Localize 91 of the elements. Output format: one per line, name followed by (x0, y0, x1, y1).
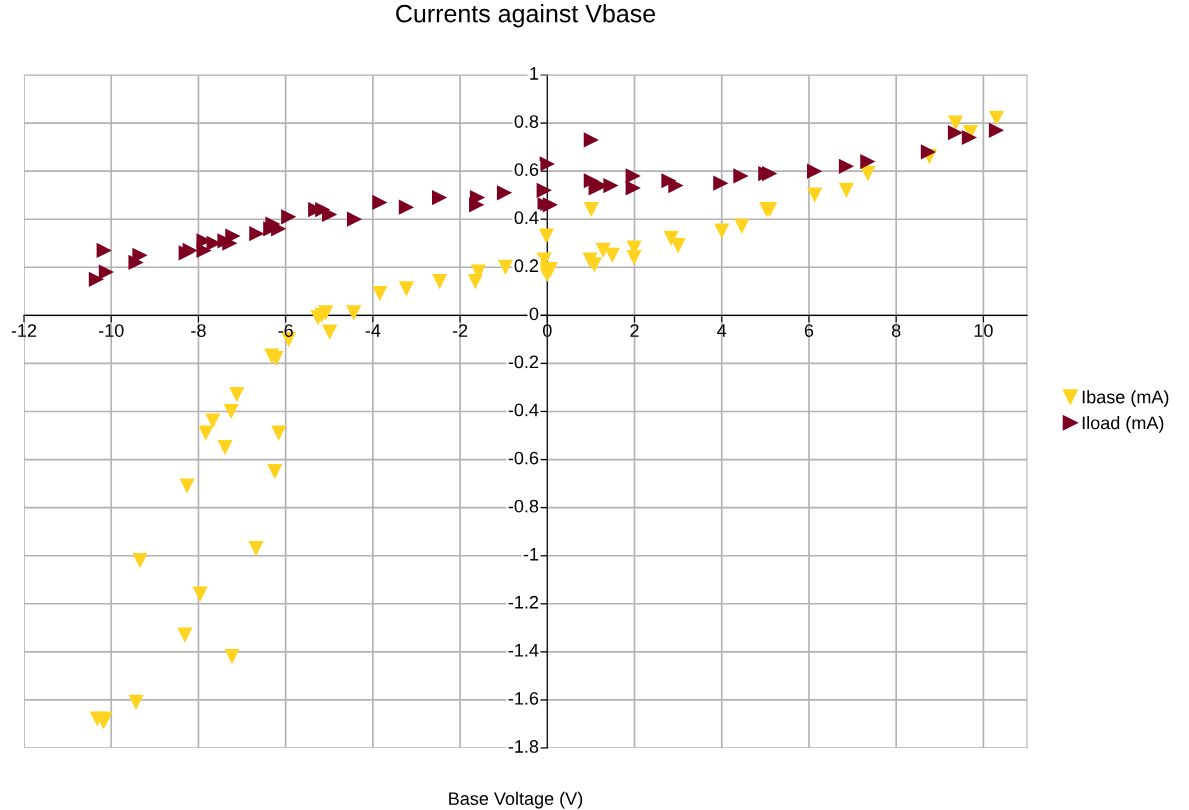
point (542, 197, 558, 213)
point (179, 478, 195, 494)
legend-label: Ibase (mA) (1082, 390, 1169, 407)
y-tick-label: 0.8 (514, 115, 539, 128)
point (398, 281, 415, 297)
point (98, 264, 115, 280)
point (96, 242, 112, 259)
point (223, 403, 239, 420)
y-tick-label: 0.2 (514, 259, 539, 273)
legend-label: Iload (mA) (1082, 416, 1164, 433)
y-tick-label: 0.6 (514, 163, 539, 176)
point (807, 187, 823, 203)
point (177, 627, 193, 643)
point (860, 165, 876, 182)
point (713, 175, 729, 191)
point (322, 324, 338, 340)
x-tick-label: -4 (365, 324, 381, 337)
point (595, 242, 611, 259)
point (182, 242, 198, 259)
point (281, 209, 297, 225)
point (249, 226, 265, 242)
point (192, 586, 208, 602)
point (431, 274, 448, 290)
x-tick-label: 8 (891, 324, 901, 337)
point (539, 156, 555, 172)
point (132, 552, 148, 569)
y-tick-label: -0.2 (508, 355, 539, 369)
point (198, 425, 214, 441)
point (583, 201, 599, 218)
x-tick-label: 2 (630, 324, 639, 337)
point (583, 132, 599, 148)
y-tick-label: -1 (523, 547, 539, 561)
point (860, 153, 876, 170)
point (205, 413, 221, 429)
point (271, 425, 287, 441)
point (988, 122, 1005, 138)
point (604, 247, 620, 263)
y-tick-label: 0.4 (514, 211, 539, 225)
point (88, 271, 104, 287)
point (318, 305, 334, 321)
x-tick-label: -2 (452, 324, 468, 337)
point (496, 185, 513, 201)
point (947, 125, 964, 141)
x-tick-label: -8 (191, 324, 206, 337)
point (398, 199, 415, 215)
point (625, 168, 641, 184)
point (248, 540, 264, 557)
point (603, 177, 619, 194)
point (733, 168, 749, 184)
point (947, 115, 964, 131)
y-tick-label: -1.8 (508, 740, 539, 753)
y-tick-label: -1.6 (508, 691, 539, 705)
point (625, 180, 641, 196)
point (626, 250, 642, 266)
point (734, 218, 750, 235)
point (838, 182, 855, 198)
point (961, 129, 978, 146)
point (372, 194, 388, 210)
point (217, 439, 233, 456)
point (536, 182, 552, 198)
y-tick-label: -0.8 (508, 499, 539, 513)
point (372, 286, 388, 302)
point (267, 463, 283, 480)
x-tick-label: -12 (11, 324, 37, 337)
y-tick-label: -0.6 (508, 451, 539, 465)
point (346, 305, 362, 321)
point (988, 110, 1005, 126)
point (807, 163, 823, 179)
chart-title: Currents against Vbase (396, 4, 656, 28)
x-tick-label: 6 (804, 324, 814, 337)
y-tick-label: -1.4 (508, 644, 539, 657)
x-tick-label: 4 (717, 324, 727, 337)
point (497, 259, 514, 275)
y-tick-label: 0 (529, 307, 539, 321)
y-tick-label: -1.2 (508, 595, 539, 609)
point (670, 238, 686, 254)
point (762, 165, 778, 182)
point (229, 387, 245, 403)
point (224, 649, 240, 665)
point (714, 223, 730, 239)
point (920, 144, 937, 160)
x-axis-title: Base Voltage (V) (449, 791, 583, 809)
x-tick-label: -10 (98, 324, 124, 337)
point (431, 189, 448, 206)
y-tick-label: 1 (530, 67, 539, 80)
point (128, 694, 144, 710)
y-tick-label: -0.4 (508, 403, 539, 417)
point (838, 158, 855, 174)
point (538, 228, 555, 244)
point (346, 211, 363, 227)
x-tick-label: 10 (974, 324, 993, 337)
